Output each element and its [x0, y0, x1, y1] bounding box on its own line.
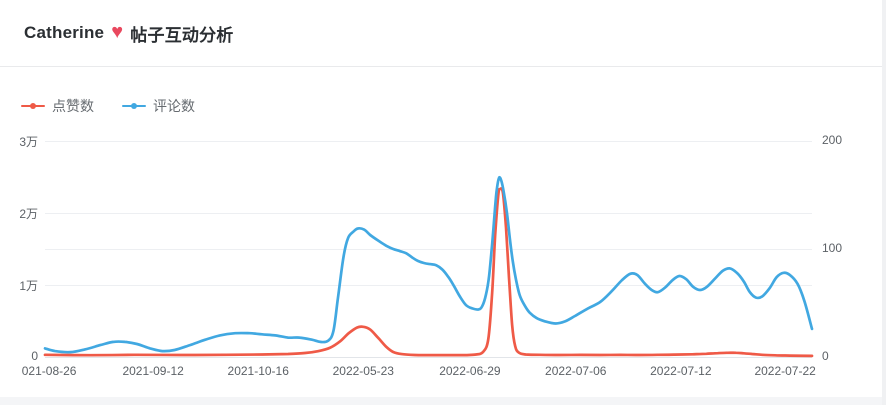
x-axis-tick: 2021-08-26 [22, 364, 77, 378]
right-axis-tick: 100 [822, 241, 843, 255]
left-axis-tick: 3万 [19, 135, 38, 149]
legend-label-likes: 点赞数 [52, 98, 94, 114]
left-axis-tick: 1万 [19, 279, 38, 293]
likes-line-marker-icon [21, 103, 45, 109]
likes-dot-icon [30, 103, 36, 109]
right-axis-tick: 200 [822, 133, 843, 147]
scrollbar-track[interactable] [882, 0, 886, 405]
page-bottom-gutter [0, 397, 886, 405]
title-name: Catherine [24, 23, 105, 42]
legend-item-likes[interactable]: 点赞数 [21, 96, 94, 116]
x-axis-tick: 2022-06-29 [439, 364, 501, 378]
legend-label-comments: 评论数 [153, 98, 195, 114]
legend-item-comments[interactable]: 评论数 [122, 96, 195, 116]
x-axis-tick: 2022-07-12 [650, 364, 712, 378]
comments-line-marker-icon [122, 103, 146, 109]
chart-legend: 点赞数 评论数 [21, 96, 195, 116]
x-axis-tick: 2022-07-06 [545, 364, 607, 378]
left-axis-tick: 0 [31, 349, 38, 363]
left-y-axis: 0 1万 2万 3万 [0, 0, 38, 405]
page-title: Catherine ♥ 帖子互动分析 [24, 21, 234, 46]
x-axis-tick: 2021-10-16 [227, 364, 289, 378]
x-axis: 2021-08-26 2021-09-12 2021-10-16 2022-05-23… [22, 364, 818, 382]
series-line-likes [43, 187, 814, 358]
right-axis-tick: 0 [822, 349, 829, 363]
comments-dot-icon [131, 103, 137, 109]
title-text: 帖子互动分析 [130, 25, 234, 45]
right-y-axis: 0 100 200 [822, 0, 872, 405]
heart-icon: ♥ [111, 21, 124, 43]
x-axis-tick: 2021-09-12 [122, 364, 184, 378]
x-axis-tick: 2022-05-23 [332, 364, 394, 378]
x-axis-tick: 2022-07-22 [754, 364, 816, 378]
series-line-comments [43, 175, 814, 354]
page-header: Catherine ♥ 帖子互动分析 [0, 0, 883, 67]
left-axis-tick: 2万 [19, 207, 38, 221]
